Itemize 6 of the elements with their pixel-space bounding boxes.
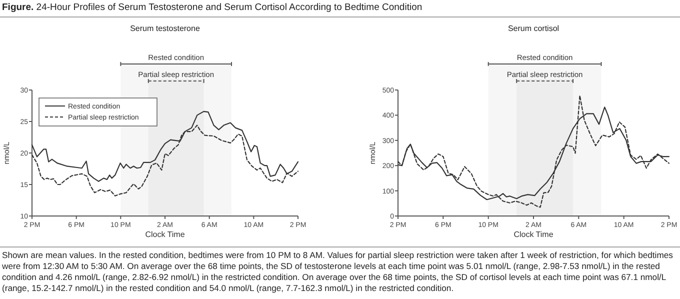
x-axis-title: Clock Time <box>514 230 554 239</box>
chart-subtitle: Serum testosterone <box>130 24 200 33</box>
x-axis-title: Clock Time <box>145 230 186 239</box>
text: Shown are mean values. In the rested condition, bedtimes were from 10 PM to 8 AM. Values for partial sleep restriction were taken after 1 week of restriction, for which bedtimes were from 12:30 AM to 5:30 AM. On average over the 68 time points, the SD of testosterone levels at each time point was 5.01 nmol/L (range, 2.98-7.53 nmol/L) in the rested condition and 4.26 nmol/L (range, 2.82-6.92 nmol/L) in the restricted condition. On average over the 68 time points, the SD of cortisol levels at each time point was 67.1 nmol/L (range, 15.2-142.7 nmol/L) in the rested condition and 54.0 nmol/L (range, 7.7-162.3 nmol/L) in the restricted condition. <box>1 250 673 293</box>
chart-title: Figure. 24-Hour Profiles of Serum Testosterone and Serum Cortisol According to Bedtime Condition <box>2 2 422 13</box>
chart-subtitle: Serum cortisol <box>508 24 560 33</box>
